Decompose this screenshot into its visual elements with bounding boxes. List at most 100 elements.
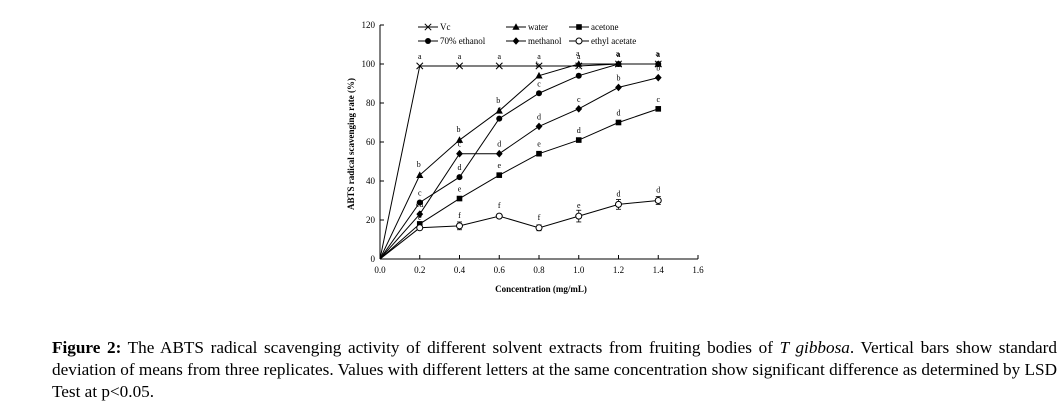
series-2-point-6	[615, 119, 622, 126]
series-3-letter-6: a	[617, 50, 621, 59]
series-4-point-7-shape	[654, 73, 662, 82]
series-4-letter-4: d	[537, 112, 541, 121]
series-line-1	[379, 63, 659, 260]
series-4-letter-7: b	[656, 64, 660, 73]
y-tick-label-3: 60	[366, 137, 376, 147]
series-3-point-1	[416, 199, 423, 206]
series-line-3	[379, 63, 659, 260]
series-3-point-6	[615, 61, 622, 67]
series-2-point-5	[575, 137, 582, 143]
series-2-letter-7: c	[656, 95, 660, 104]
series-3-point-7-shape	[655, 61, 662, 67]
series-line-4	[379, 77, 659, 260]
series-4-point-3-shape	[495, 149, 503, 158]
series-3-point-1-shape	[416, 199, 423, 206]
series-5-point-1	[416, 224, 424, 232]
figure-caption: Figure 2: The ABTS radical scavenging ac…	[52, 337, 1057, 403]
series-0-point-2-b	[455, 62, 464, 70]
caption-text-2: . Vertical bars show standard deviation …	[52, 338, 1057, 401]
series-2-point-7	[655, 106, 662, 112]
series-3-point-3-shape	[496, 115, 503, 122]
x-tick-label-0: 0.0	[374, 265, 386, 275]
legend-marker-2-shape	[576, 24, 582, 30]
series-3-point-5-shape	[575, 72, 582, 79]
series-5-letter-7: d	[656, 186, 660, 195]
series-3-letter-3: c	[497, 105, 501, 114]
legend-marker-5	[575, 37, 583, 45]
series-1-point-5	[575, 60, 583, 67]
series-5-point-3	[495, 212, 503, 220]
series-3-letter-7: a	[656, 50, 660, 59]
series-0-letter-2: a	[458, 52, 462, 61]
series-1-point-2	[455, 136, 464, 143]
legend-marker-3	[425, 38, 431, 44]
series-3-point-2	[456, 174, 463, 181]
series-2-point-6-shape	[615, 119, 622, 126]
caption-label: Figure 2:	[52, 338, 122, 357]
series-0-letter-5: a	[577, 52, 581, 61]
x-tick-label-8: 1.6	[692, 265, 704, 275]
series-4-letter-5: c	[577, 95, 581, 104]
series-1-letter-2: b	[457, 125, 461, 134]
series-0-point-1	[416, 62, 424, 70]
series-5-point-4	[535, 224, 543, 232]
series-3-letter-4: c	[537, 79, 541, 88]
legend-label-2: acetone	[591, 22, 618, 32]
series-1-letter-4: b	[536, 61, 540, 70]
series-5-point-5	[575, 212, 583, 220]
y-tick-label-1: 20	[366, 215, 376, 225]
series-0-point-3	[495, 62, 503, 70]
series-1-point-4-shape	[535, 71, 543, 79]
series-4-point-4	[535, 122, 543, 131]
series-2-letter-2: e	[458, 185, 462, 194]
series-0-point-2	[455, 62, 464, 70]
series-0-point-1-b	[416, 62, 424, 70]
y-tick-label-4: 80	[366, 98, 376, 108]
y-tick-label-0: 0	[371, 254, 376, 264]
series-5-point-1-shape	[416, 224, 424, 232]
legend-marker-0-b	[424, 23, 432, 31]
series-5-point-6	[615, 200, 622, 208]
series-2-letter-6: d	[617, 109, 621, 118]
legend-marker-1	[512, 23, 520, 30]
series-1-point-1-shape	[416, 171, 424, 178]
series-4-letter-1: cd	[416, 200, 424, 209]
series-2-letter-4: e	[537, 140, 541, 149]
series-2-point-7-shape	[655, 106, 662, 112]
series-5-point-4-shape	[535, 224, 543, 232]
series-2-point-2-shape	[456, 195, 463, 202]
series-4-letter-6: b	[617, 73, 621, 82]
series-4-point-6-shape	[615, 83, 622, 92]
caption-text: The ABTS radical scavenging activity of …	[121, 338, 780, 357]
series-1-letter-1: b	[417, 160, 421, 169]
series-2-point-4-shape	[536, 150, 542, 157]
series-4-point-3	[495, 149, 503, 158]
x-tick-label-2: 0.4	[454, 265, 466, 275]
series-5-letter-1: e	[418, 213, 422, 222]
legend-label-5: ethyl acetate	[591, 36, 636, 46]
series-1-point-3-shape	[495, 107, 503, 114]
series-5-letter-4: f	[538, 213, 541, 222]
series-5-letter-3: f	[498, 201, 501, 210]
series-4-point-5	[575, 105, 583, 113]
series-3-letter-1: c	[418, 188, 422, 197]
series-5-point-3-shape	[495, 212, 503, 220]
y-axis-title: ABTS radical scavenging rate (%)	[346, 78, 356, 210]
x-tick-label-7: 1.4	[653, 265, 665, 275]
series-4-point-4-shape	[535, 122, 543, 131]
abts-chart: 0.0 0.2 0.4 0.6 0.8 1.0 1.2 1.4 1.6 0 20 40 60 80 100 1…	[346, 20, 704, 294]
series-1-letter-6: a	[616, 49, 620, 58]
series-2-point-3-shape	[496, 172, 503, 178]
series-2-point-5-shape	[575, 137, 582, 143]
series-0-letter-1: a	[418, 52, 422, 61]
series-5-point-7-shape	[654, 197, 662, 204]
caption-species: T gibbosa	[779, 338, 850, 357]
series-3-point-2-shape	[456, 174, 463, 181]
series-5-point-6-shape	[615, 200, 622, 208]
series-0-point-3-b	[495, 62, 503, 70]
series-4-point-2-shape	[456, 149, 463, 158]
series-3-point-5	[575, 72, 582, 79]
legend-label-0: Vc	[440, 22, 451, 32]
series-4-letter-3: d	[497, 140, 501, 149]
legend-marker-0	[424, 23, 432, 31]
